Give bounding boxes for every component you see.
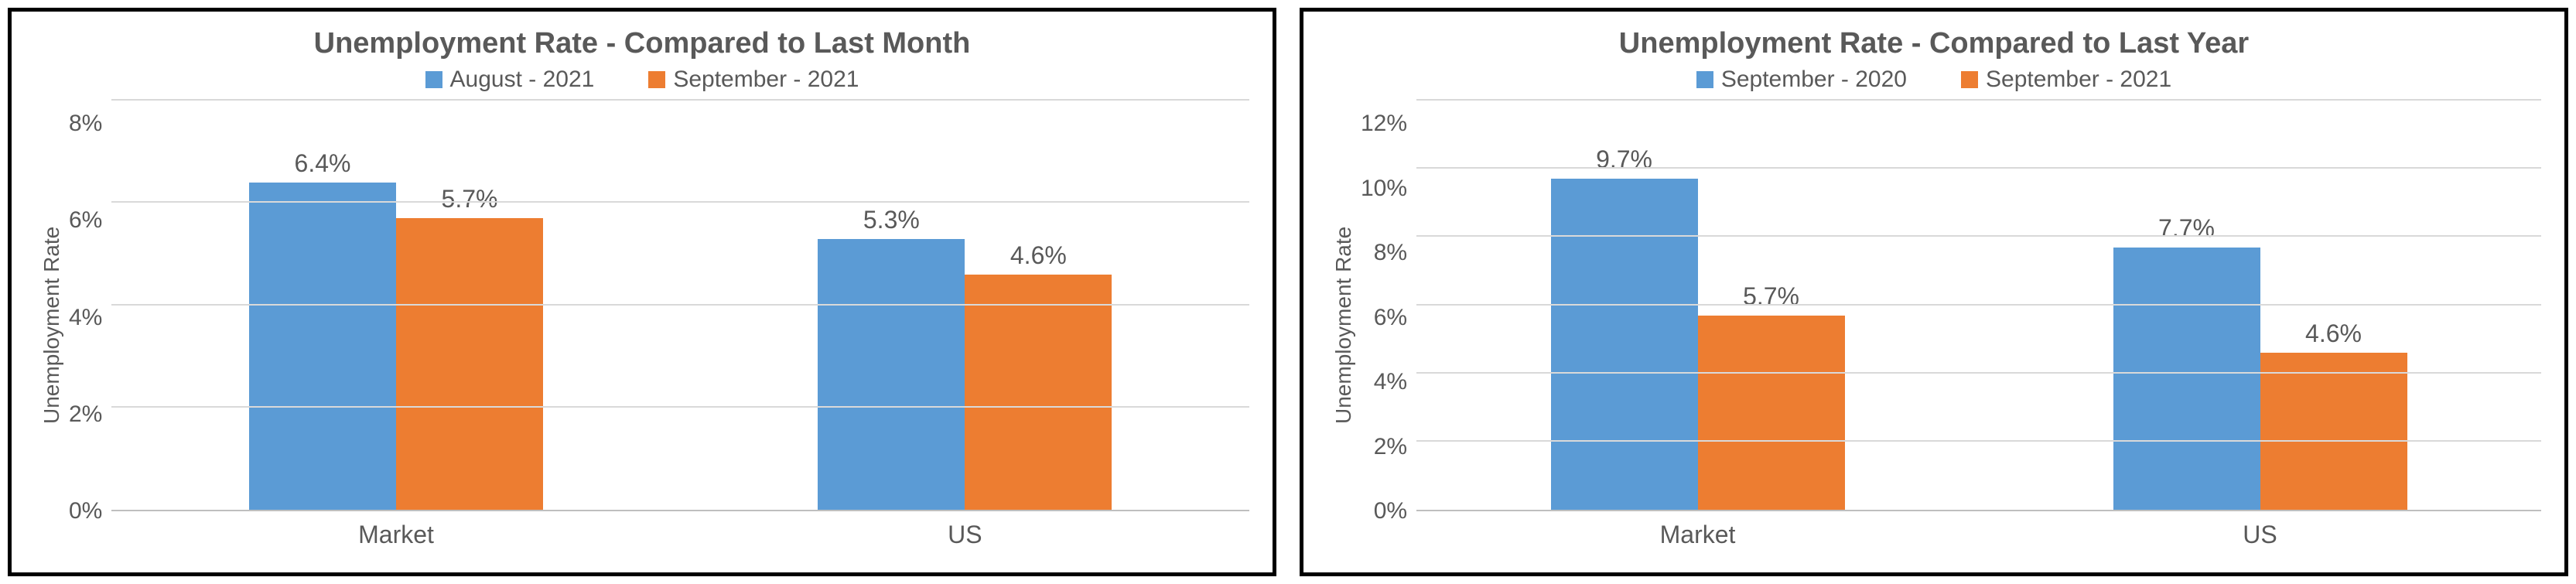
- y-axis: 8%6%4%2%0%: [69, 101, 111, 511]
- y-tick: 0%: [1374, 500, 1407, 523]
- gridline: [111, 99, 1249, 101]
- bar-value-label: 5.7%: [442, 185, 498, 213]
- bar-value-label: 6.4%: [295, 149, 351, 178]
- bar-value-label: 5.3%: [863, 206, 920, 234]
- gridline: [1416, 372, 2541, 374]
- bar-group: 5.3% 4.6%: [681, 101, 1249, 510]
- chart-body: Unemployment Rate 12% 10% 8% 6% 4% 2% 0% 9.7% 5…: [1327, 101, 2541, 549]
- plot-wrap: 12% 10% 8% 6% 4% 2% 0% 9.7% 5.7% 7.7% 4.6% Market…: [1361, 101, 2541, 549]
- bar: [396, 218, 543, 510]
- bar: [249, 183, 396, 510]
- y-tick: 10%: [1361, 177, 1407, 200]
- bar-wrap: 9.7%: [1551, 101, 1698, 510]
- legend-label-0: August - 2021: [450, 67, 595, 93]
- grid: 9.7% 5.7% 7.7% 4.6%: [1416, 101, 2541, 511]
- y-tick: 0%: [69, 500, 102, 523]
- legend-label-1: September - 2021: [673, 67, 859, 93]
- chart-title: Unemployment Rate - Compared to Last Yea…: [1327, 27, 2541, 60]
- bar-group: 6.4% 5.7%: [111, 101, 680, 510]
- chart-title: Unemployment Rate - Compared to Last Mon…: [35, 27, 1249, 60]
- bar-wrap: 5.7%: [1698, 101, 1845, 510]
- y-tick: 12%: [1361, 112, 1407, 135]
- gridline: [111, 406, 1249, 408]
- gridline: [1416, 167, 2541, 169]
- bar-wrap: 7.7%: [2113, 101, 2260, 510]
- gridline: [1416, 440, 2541, 442]
- plot-area: 8%6%4%2%0% 6.4%5.7%5.3%4.6%: [69, 101, 1249, 511]
- y-tick: 2%: [69, 403, 102, 426]
- legend: August - 2021 September - 2021: [35, 67, 1249, 93]
- bar-wrap: 4.6%: [965, 101, 1112, 510]
- bar-value-label: 5.7%: [1743, 282, 1799, 311]
- bar-wrap: 4.6%: [2260, 101, 2407, 510]
- legend-item-1: September - 2021: [648, 67, 859, 93]
- y-tick: 8%: [69, 112, 102, 135]
- chart-panel-month: Unemployment Rate - Compared to Last Mon…: [8, 8, 1276, 576]
- bar-wrap: 6.4%: [249, 101, 396, 510]
- gridline: [1416, 235, 2541, 237]
- y-tick: 8%: [1374, 241, 1407, 265]
- x-axis-pad: [1361, 521, 1416, 549]
- y-tick: 4%: [69, 306, 102, 330]
- y-tick: 2%: [1374, 435, 1407, 459]
- chart-panel-year: Unemployment Rate - Compared to Last Yea…: [1300, 8, 2568, 576]
- legend-item-0: August - 2021: [425, 67, 595, 93]
- bar-wrap: 5.3%: [818, 101, 965, 510]
- chart-body: Unemployment Rate 8% 6% 4% 2% 0% 6.4% 5.7% 5.3…: [35, 101, 1249, 549]
- legend-item-1: September - 2021: [1961, 67, 2171, 93]
- legend-swatch-0: [1696, 71, 1713, 88]
- bar: [1698, 316, 1845, 510]
- x-axis-pad: [69, 521, 111, 549]
- x-tick-label: Market: [111, 521, 680, 549]
- gridline: [1416, 304, 2541, 306]
- bar-groups: 6.4% 5.7% 5.3% 4.6%: [111, 101, 1249, 510]
- gridline: [111, 201, 1249, 203]
- bar: [2113, 248, 2260, 510]
- bar: [965, 275, 1112, 510]
- legend-swatch-1: [648, 71, 665, 88]
- bar-value-label: 7.7%: [2158, 214, 2215, 243]
- legend: September - 2020 September - 2021: [1327, 67, 2541, 93]
- plot-wrap: 8% 6% 4% 2% 0% 6.4% 5.7% 5.3% 4.6% MarketUS: [69, 101, 1249, 549]
- x-axis-labels: MarketUS: [1416, 521, 2541, 549]
- plot-area: 12%10%8%6%4%2%0% 9.7%5.7%7.7%4.6%: [1361, 101, 2541, 511]
- x-tick-label: US: [681, 521, 1249, 549]
- legend-label-1: September - 2021: [1986, 67, 2171, 93]
- y-axis: 12%10%8%6%4%2%0%: [1361, 101, 1416, 511]
- grid: 6.4% 5.7% 5.3% 4.6%: [111, 101, 1249, 511]
- legend-swatch-0: [425, 71, 442, 88]
- x-tick-label: Market: [1416, 521, 1979, 549]
- bar-value-label: 4.6%: [1010, 241, 1067, 270]
- bar: [818, 239, 965, 510]
- bar: [1551, 179, 1698, 510]
- y-axis-label: Unemployment Rate: [1327, 101, 1361, 549]
- y-axis-label: Unemployment Rate: [35, 101, 69, 549]
- x-axis: MarketUS: [69, 521, 1249, 549]
- x-axis-labels: MarketUS: [111, 521, 1249, 549]
- legend-label-0: September - 2020: [1721, 67, 1907, 93]
- y-tick: 6%: [69, 209, 102, 232]
- legend-swatch-1: [1961, 71, 1978, 88]
- bar-wrap: 5.7%: [396, 101, 543, 510]
- bar-groups: 9.7% 5.7% 7.7% 4.6%: [1416, 101, 2541, 510]
- gridline: [111, 304, 1249, 306]
- bar-value-label: 9.7%: [1596, 145, 1652, 174]
- legend-item-0: September - 2020: [1696, 67, 1907, 93]
- bar-value-label: 4.6%: [2305, 319, 2362, 348]
- x-axis: MarketUS: [1361, 521, 2541, 549]
- y-tick: 6%: [1374, 306, 1407, 330]
- bar-group: 7.7% 4.6%: [1979, 101, 2541, 510]
- bar-group: 9.7% 5.7%: [1416, 101, 1979, 510]
- bar: [2260, 353, 2407, 510]
- gridline: [1416, 99, 2541, 101]
- y-tick: 4%: [1374, 371, 1407, 394]
- x-tick-label: US: [1979, 521, 2541, 549]
